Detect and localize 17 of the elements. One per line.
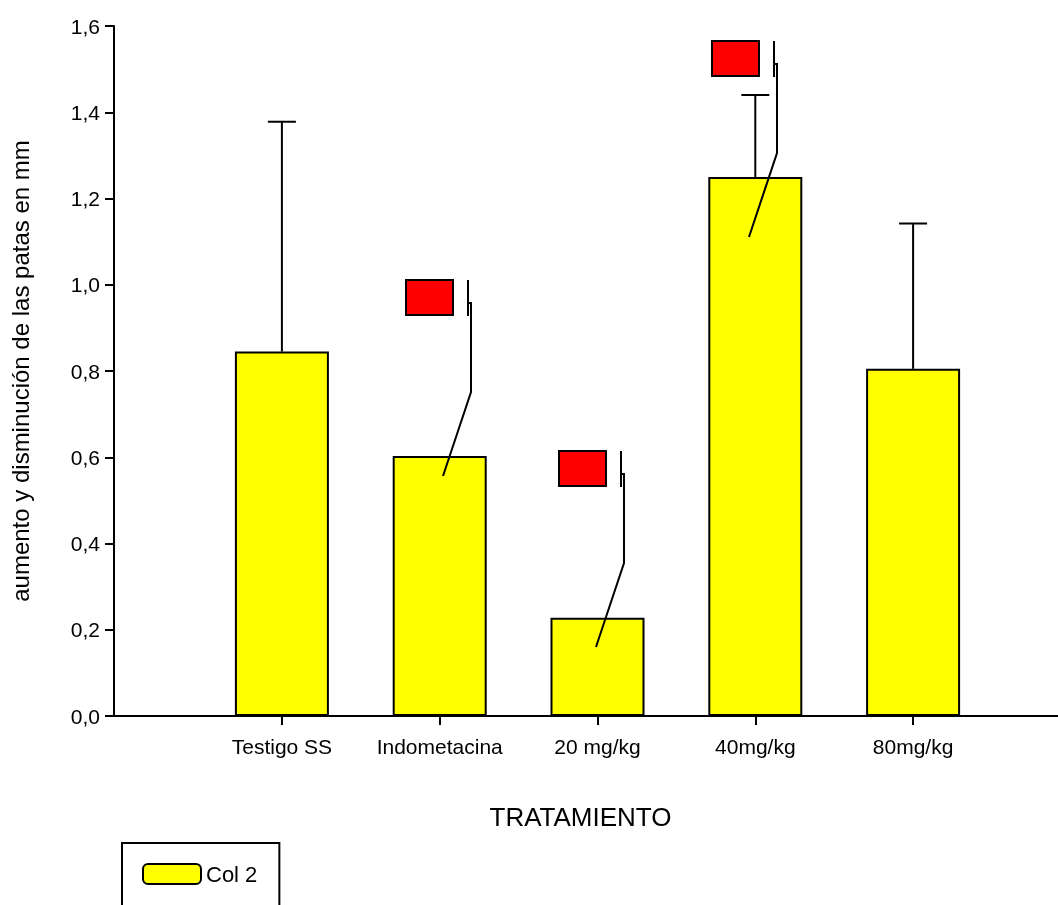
x-tick-label: 80mg/kg xyxy=(872,735,954,758)
legend-label: Col 2 xyxy=(206,861,258,887)
y-tick-label: 1,6 xyxy=(70,14,100,38)
y-tick-label: 0,4 xyxy=(70,532,101,555)
y-tick-label: 1,0 xyxy=(70,273,100,297)
y-tick-label: 1,2 xyxy=(70,187,100,210)
x-tick-label: 40mg/kg xyxy=(715,735,796,758)
x-tick-label: Indometacina xyxy=(376,735,504,758)
y-tick-label: 0,2 xyxy=(70,618,100,642)
y-tick-label: 0,8 xyxy=(70,359,100,383)
x-tick-label: 20 mg/kg xyxy=(554,735,641,758)
x-axis-title: TRATAMIENTO xyxy=(489,802,672,832)
x-tick-label: Testigo SS xyxy=(231,735,333,758)
y-axis-title: aumento y disminución de las patas en mm xyxy=(6,140,34,602)
y-tick-label: 1,4 xyxy=(70,100,101,124)
y-tick-label: 0,6 xyxy=(70,445,100,469)
y-tick-label: 0,0 xyxy=(70,704,100,728)
